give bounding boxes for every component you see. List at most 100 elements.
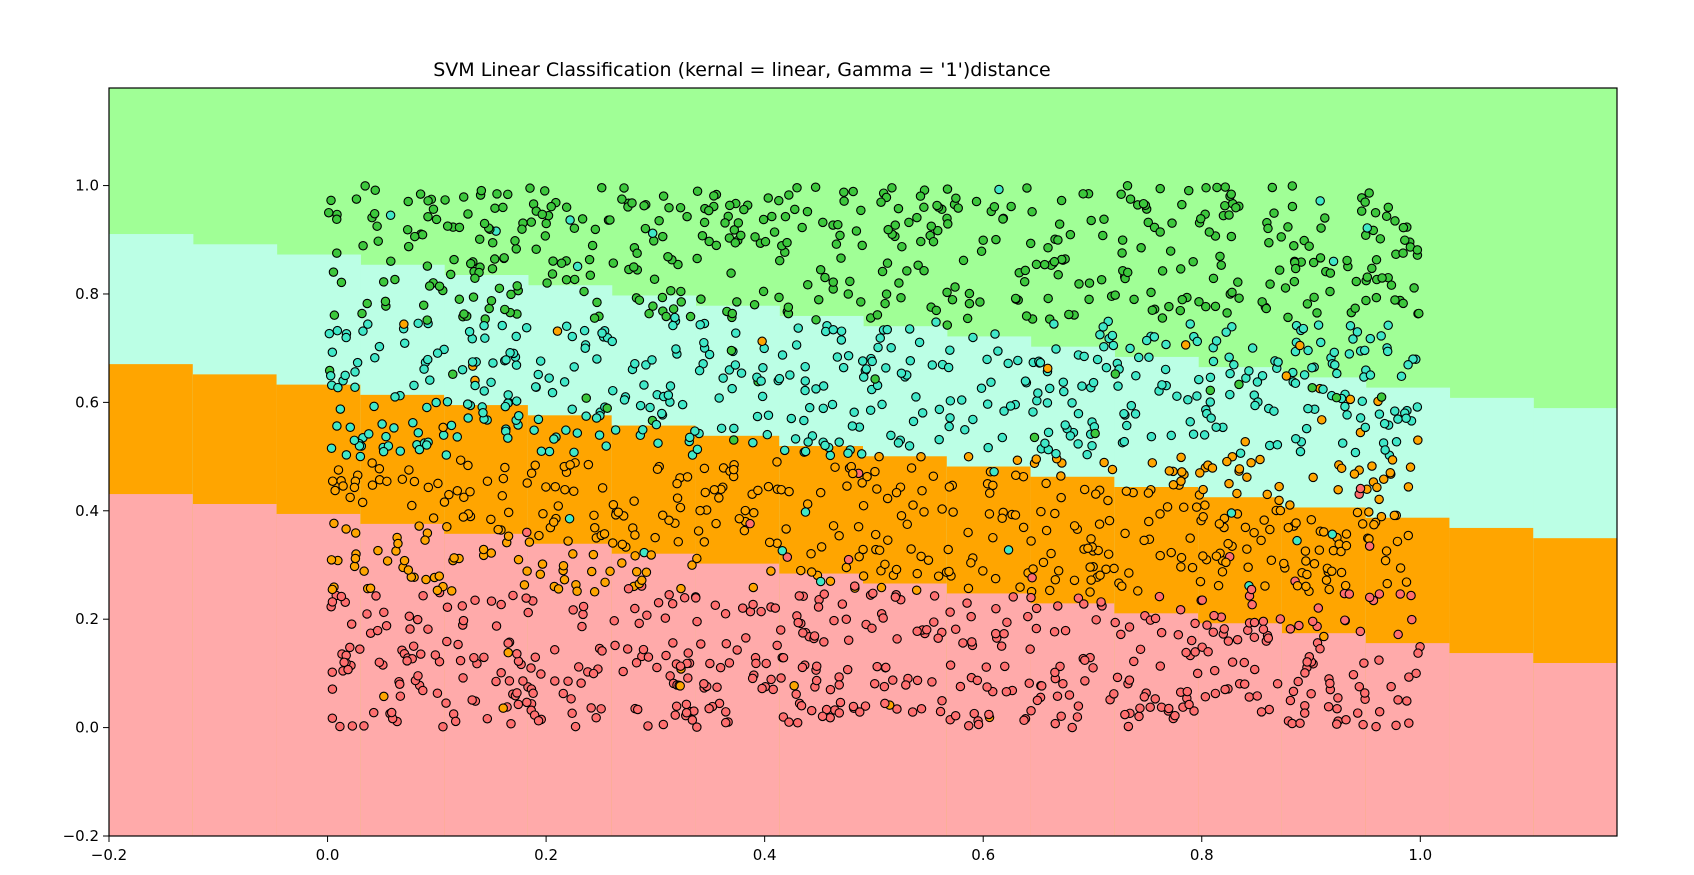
data-point (692, 186, 703, 196)
data-point (1211, 551, 1222, 561)
data-point (1355, 483, 1366, 494)
data-point (588, 549, 599, 560)
data-point (809, 631, 820, 641)
data-point (774, 195, 784, 206)
data-point (1318, 384, 1328, 395)
data-point (468, 292, 479, 302)
data-point (1265, 524, 1275, 535)
data-point (570, 721, 581, 732)
data-point (1247, 343, 1258, 353)
data-point (982, 682, 992, 692)
data-point (341, 332, 351, 343)
data-point (1217, 567, 1228, 577)
data-point (403, 196, 413, 207)
data-point (365, 583, 376, 594)
data-point (1223, 538, 1233, 549)
data-point (1262, 489, 1272, 500)
data-point (1198, 512, 1208, 522)
data-point (1219, 624, 1229, 634)
data-point (833, 219, 843, 230)
data-point (418, 300, 429, 311)
data-point (892, 704, 902, 714)
data-point (875, 333, 886, 343)
data-point (953, 203, 963, 213)
data-point (482, 476, 493, 486)
data-point (1249, 664, 1260, 675)
data-point (1299, 370, 1310, 380)
data-point (695, 320, 705, 330)
data-point (660, 613, 671, 623)
data-point (815, 487, 826, 498)
data-point (1025, 238, 1036, 249)
data-point (1226, 231, 1237, 242)
data-point (790, 434, 801, 444)
data-point (1337, 438, 1348, 448)
data-point (758, 363, 768, 373)
data-point (1391, 437, 1402, 447)
data-point (1341, 540, 1352, 551)
data-point (1351, 276, 1362, 287)
data-point (577, 621, 587, 632)
data-point (1166, 547, 1176, 558)
data-point (634, 295, 645, 305)
data-point (358, 240, 368, 251)
data-point (963, 527, 973, 538)
data-point (1134, 711, 1144, 722)
data-point (323, 207, 334, 218)
data-point (378, 446, 389, 457)
data-point (469, 652, 479, 663)
data-point (825, 450, 836, 461)
data-point (714, 493, 724, 503)
data-point (944, 421, 954, 432)
data-point (983, 442, 993, 453)
data-point (438, 722, 448, 732)
data-point (1117, 581, 1127, 591)
data-point (430, 650, 441, 660)
data-point (990, 329, 1000, 339)
data-point (609, 616, 619, 626)
data-point (883, 224, 893, 235)
data-point (847, 421, 858, 431)
data-point (857, 356, 868, 366)
data-point (1072, 712, 1083, 722)
data-point (1327, 566, 1337, 576)
data-point (1157, 266, 1168, 276)
data-point (1247, 599, 1257, 610)
data-point (882, 258, 893, 268)
data-point (915, 191, 926, 201)
data-point (408, 418, 418, 428)
data-point (1032, 695, 1043, 706)
data-point (407, 500, 417, 511)
data-point (1295, 718, 1305, 729)
data-point (589, 313, 600, 323)
data-point (981, 662, 992, 672)
data-point (919, 507, 929, 517)
data-point (1299, 708, 1310, 718)
data-point (478, 408, 488, 418)
data-point (666, 286, 676, 296)
data-point (776, 484, 787, 495)
data-point (984, 488, 995, 498)
data-point (530, 652, 541, 662)
data-point (486, 514, 496, 525)
data-point (858, 500, 869, 511)
data-point (503, 390, 513, 400)
data-point (1166, 430, 1177, 441)
data-point (1382, 578, 1392, 589)
data-point (1147, 458, 1158, 468)
data-point (1084, 294, 1094, 305)
data-point (907, 707, 918, 717)
chart-title: SVM Linear Classification (kernal = line… (433, 59, 1051, 81)
data-point (399, 555, 410, 566)
data-point (568, 549, 578, 559)
data-point (517, 224, 527, 234)
data-point (1210, 301, 1221, 312)
data-point (1287, 181, 1298, 191)
data-point (433, 478, 443, 489)
data-point (360, 181, 370, 191)
data-point (1184, 699, 1194, 710)
data-point (1302, 299, 1313, 309)
data-point (642, 610, 652, 620)
data-point (1006, 201, 1016, 212)
